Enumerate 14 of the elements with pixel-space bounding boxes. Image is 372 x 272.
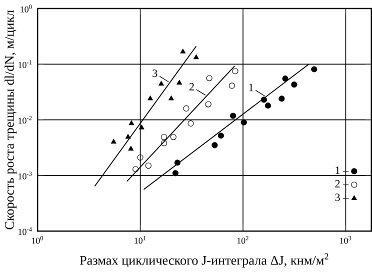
x-tick-label: 10$^{1}$ bbox=[134, 236, 146, 244]
x-tick-label: 10$^{3}$ bbox=[340, 236, 352, 244]
y-tick-label: 10$^{-3}$ bbox=[18, 172, 32, 180]
y-tick-label: 10$^{-1}$ bbox=[18, 60, 32, 68]
y-tick-label: 10$^{-4}$ bbox=[18, 227, 32, 235]
y-tick-label: 10$^{-2}$ bbox=[18, 116, 32, 124]
x-tick-label: 10$^{0}$ bbox=[32, 236, 44, 244]
y-tick-label: 10$^{0}$ bbox=[20, 4, 32, 12]
legend-label: 3 bbox=[152, 70, 158, 77]
x-tick-label: 10$^{2}$ bbox=[237, 236, 248, 244]
y-axis-title: Скорость роста трещины dl/dN, м/цикл bbox=[4, 10, 17, 230]
legend-label: 1 bbox=[249, 84, 254, 92]
legend-label: 2 bbox=[189, 82, 194, 90]
x-axis-title: Размах циклического J-интеграла ΔJ, кнм/м$^{2}$ bbox=[80, 253, 328, 268]
